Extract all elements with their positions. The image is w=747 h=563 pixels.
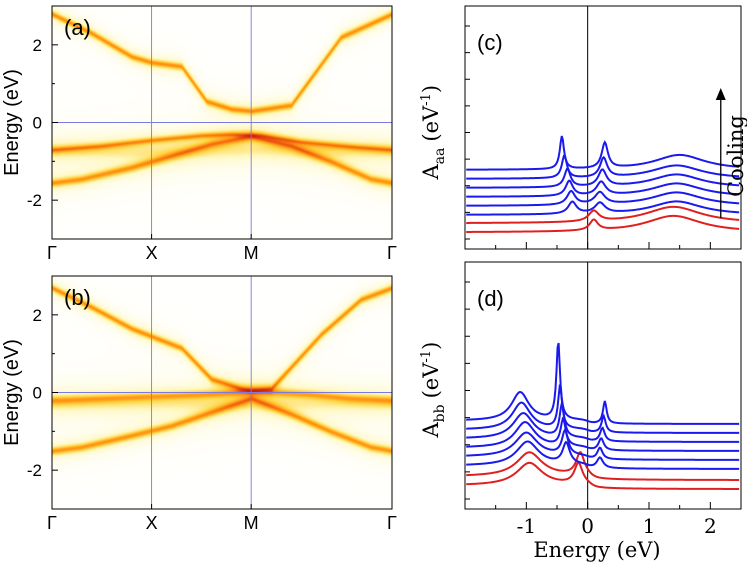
x-axis-label: Energy (eV) [533,538,660,562]
panel-label: (a) [64,15,91,40]
k-point-label: X [146,513,158,533]
y-axis-label-exp: -1 [419,350,434,363]
spectral-curve-1 [466,461,740,490]
spectral-curve-4 [466,428,740,461]
k-point-label: M [244,243,259,263]
y-axis-label-main: A [419,164,443,181]
x-tick-label: 1 [643,514,656,538]
cooling-annotation: Cooling [724,115,747,197]
heatmap-panel-a: 2 0 -2 Γ X M Γ Energy (eV) (a) [1,5,397,263]
k-point-label: Γ [47,243,57,263]
spectral-curve-2 [466,205,740,224]
y-axis-label: Abb (eV-1) [419,342,448,439]
spectral-curve-7 [466,383,740,434]
y-axis-label-sub: bb [432,404,448,422]
panel-label: (b) [64,285,91,310]
x-tick-label: 2 [704,514,717,538]
spectral-curve-5 [466,179,740,198]
y-tick-label: -2 [27,461,42,480]
curve-group [466,135,740,233]
y-tick-label: -2 [27,191,42,210]
y-axis-label: Energy (eV) [1,69,23,176]
spectral-curve-7 [466,154,740,180]
spectral-curve-8 [466,135,740,171]
spectral-curve-4 [466,189,740,207]
x-tick-label: 0 [581,514,594,538]
y-tick-label: 0 [33,384,42,403]
y-tick-label: 2 [33,306,42,325]
panel-label: (c) [477,30,503,55]
panel-label: (d) [477,286,504,311]
y-axis-label: Energy (eV) [1,339,23,446]
k-point-label: Γ [47,513,57,533]
y-axis-label-sub: aa [432,148,448,165]
plot-frame [464,5,742,250]
cooling-arrow-head [715,88,726,100]
y-axis-label: Aaa (eV-1) [419,85,448,181]
y-axis-label-close: ) [419,85,443,93]
k-point-label: Γ [387,243,397,263]
y-axis-label-close: ) [419,342,443,350]
curve-group [466,342,740,490]
x-tick-label: -1 [517,514,536,538]
k-point-label: X [146,243,158,263]
y-tick-label: 2 [33,36,42,55]
spectra-panel-c: Aaa (eV-1) (c) Cooling [419,5,747,250]
spectral-curve-6 [466,399,740,443]
spectral-curve-6 [466,167,740,189]
y-axis-label-unit: (eV [419,105,443,142]
y-tick-label: 0 [33,114,42,133]
spectral-curve-3 [466,200,740,216]
spectral-curve-3 [466,440,740,470]
k-point-label: Γ [387,513,397,533]
y-axis-label-exp: -1 [419,93,434,106]
spectral-curve-2 [466,451,740,481]
spectral-curve-8 [466,342,740,425]
y-axis-label-main: A [419,422,443,439]
plot-frame [464,261,742,510]
heatmap-panel-b: 2 0 -2 Γ X M Γ Energy (eV) (b) [1,275,397,533]
y-axis-label-unit: (eV [419,362,443,399]
k-point-label: M [244,513,259,533]
spectral-curve-5 [466,416,740,452]
spectral-curve-1 [466,214,740,233]
